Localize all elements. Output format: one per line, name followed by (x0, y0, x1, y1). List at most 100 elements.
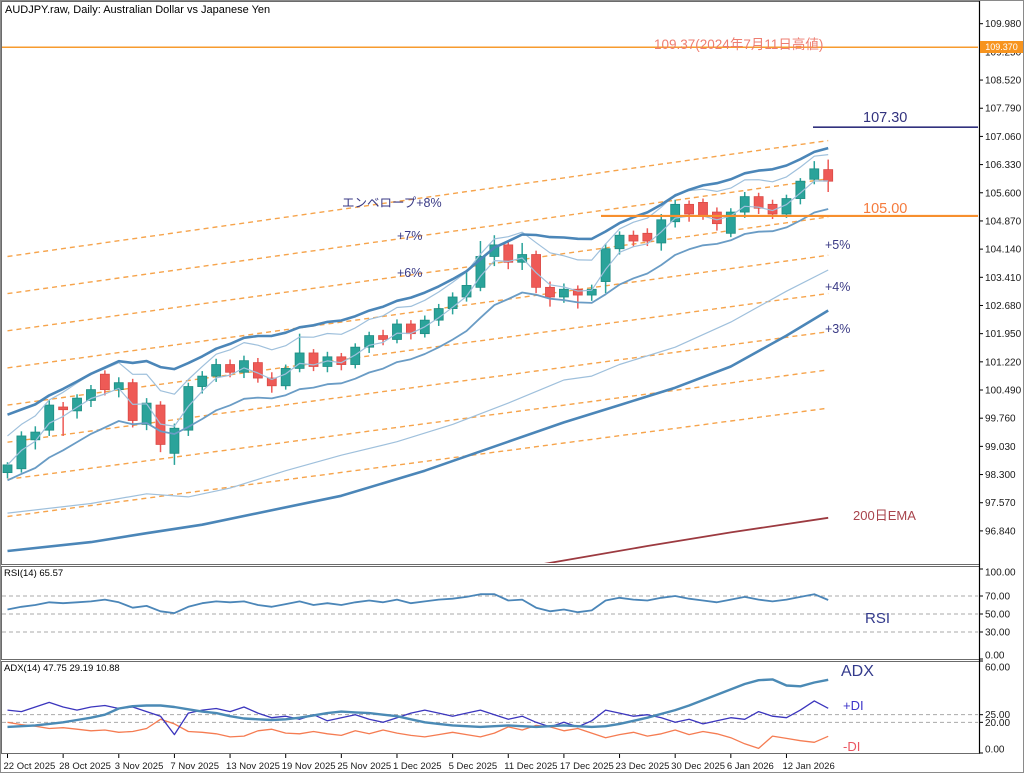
adx-tick-label: 20.00 (985, 718, 1010, 729)
candle-bearish (572, 288, 583, 296)
price-tick-label: 109.250 (985, 47, 1022, 58)
candle-bullish (725, 211, 736, 234)
price-axis: 109.980 109.250 108.520 107.790 107.060 106.3… (979, 19, 1022, 537)
candle-bearish (712, 211, 722, 225)
date-tick-label: 30 Dec 2025 (671, 761, 725, 772)
rsi-tick-label: 100.00 (985, 568, 1016, 579)
candle-bullish (795, 180, 806, 199)
adx-lines-layer (7, 678, 829, 750)
price-tick-label: 109.980 (985, 19, 1022, 30)
price-tick-label: 101.220 (985, 357, 1022, 368)
candle-bullish (141, 402, 152, 425)
candle-bearish (58, 406, 69, 411)
candle-bearish (684, 203, 694, 215)
candle-bullish (614, 234, 625, 250)
candle-bullish (113, 382, 124, 391)
candle-bullish (2, 464, 13, 474)
candle-bearish (642, 232, 653, 242)
date-tick-label: 1 Dec 2025 (393, 761, 442, 772)
candles-layer (2, 159, 834, 479)
date-tick-label: 3 Nov 2025 (115, 761, 164, 772)
price-tick-label: 102.680 (985, 301, 1022, 312)
adx-tick-label: 60.00 (985, 663, 1010, 674)
candle-bullish (211, 364, 222, 377)
candle-bullish (294, 352, 305, 369)
candle-bearish (628, 234, 639, 242)
price-tick-label: 106.330 (985, 160, 1022, 171)
candle-bearish (252, 362, 263, 379)
candle-bearish (823, 169, 834, 182)
date-tick-label: 17 Dec 2025 (560, 761, 614, 772)
price-tick-label: 100.490 (985, 386, 1022, 397)
candle-bullish (280, 367, 291, 387)
price-tick-label: 105.600 (985, 188, 1022, 199)
candle-bullish (350, 346, 361, 365)
candle-bullish (559, 288, 569, 298)
price-tick-label: 98.300 (985, 470, 1016, 481)
price-tick-label: 104.140 (985, 245, 1022, 256)
price-tick-label: 99.030 (985, 442, 1016, 453)
rsi-line-layer (7, 593, 829, 614)
price-tick-label: 101.950 (985, 329, 1022, 340)
candle-bullish (44, 404, 55, 431)
candle-bearish (545, 286, 555, 298)
price-tick-label: 97.570 (985, 498, 1016, 509)
candle-bearish (127, 382, 138, 421)
candle-bearish (308, 352, 319, 367)
date-tick-label: 5 Dec 2025 (449, 761, 498, 772)
candle-bullish (433, 308, 444, 321)
candle-bearish (378, 335, 388, 340)
candle-bullish (169, 427, 180, 454)
price-tick-label: 107.060 (985, 132, 1022, 143)
candle-bullish (197, 375, 208, 387)
price-tick-label: 108.520 (985, 76, 1022, 87)
date-tick-label: 13 Nov 2025 (226, 761, 280, 772)
date-tick-label: 11 Dec 2025 (504, 761, 557, 772)
rsi-tick-label: 50.00 (985, 610, 1010, 621)
candle-bullish (447, 296, 458, 309)
horizontal-annotation-lines (2, 46, 978, 218)
candle-bullish (30, 431, 41, 441)
candle-bullish (600, 248, 611, 282)
rsi-tick-label: 0.00 (985, 651, 1005, 662)
candle-bullish (183, 386, 194, 431)
candle-bullish (392, 323, 402, 340)
adx-tick-label: 0.00 (985, 745, 1005, 756)
candle-bearish (753, 196, 764, 209)
rsi-tick-label: 30.00 (985, 628, 1010, 639)
date-tick-label: 6 Jan 2026 (727, 761, 774, 772)
ema200-line (544, 516, 829, 563)
adx-tick-label: 25.00 (985, 710, 1010, 721)
rsi-axis: 100.00 70.00 50.00 30.00 0.00 (979, 568, 1016, 662)
candle-bullish (809, 168, 820, 180)
price-tick-label: 99.760 (985, 414, 1016, 425)
price-tick-label: 104.870 (985, 216, 1022, 227)
price-tick-label: 103.410 (985, 273, 1022, 284)
candle-bearish (531, 254, 541, 288)
candle-bearish (503, 244, 514, 263)
candle-bearish (225, 364, 235, 373)
date-tick-label: 25 Nov 2025 (337, 761, 391, 772)
envelope-dashed-lines (7, 139, 829, 518)
price-tick-label: 107.790 (985, 104, 1022, 115)
moving-average-lines (7, 146, 829, 482)
candle-bullish (364, 335, 375, 348)
rsi-gridlines (2, 595, 978, 633)
candle-bullish (16, 435, 27, 470)
candle-bullish (239, 360, 249, 373)
date-tick-label: 22 Oct 2025 (4, 761, 56, 772)
date-tick-label: 19 Nov 2025 (282, 761, 336, 772)
price-tick-label: 96.840 (985, 526, 1016, 537)
candle-bearish (99, 373, 110, 391)
candle-bearish (698, 202, 708, 217)
candle-bearish (266, 377, 277, 387)
candle-bullish (670, 203, 681, 223)
date-axis: 22 Oct 2025 28 Oct 2025 3 Nov 2025 7 Nov 20… (4, 754, 835, 772)
adx-gridlines (2, 714, 978, 723)
candle-bullish (739, 196, 750, 213)
candle-bullish (86, 389, 96, 401)
date-tick-label: 28 Oct 2025 (59, 761, 111, 772)
